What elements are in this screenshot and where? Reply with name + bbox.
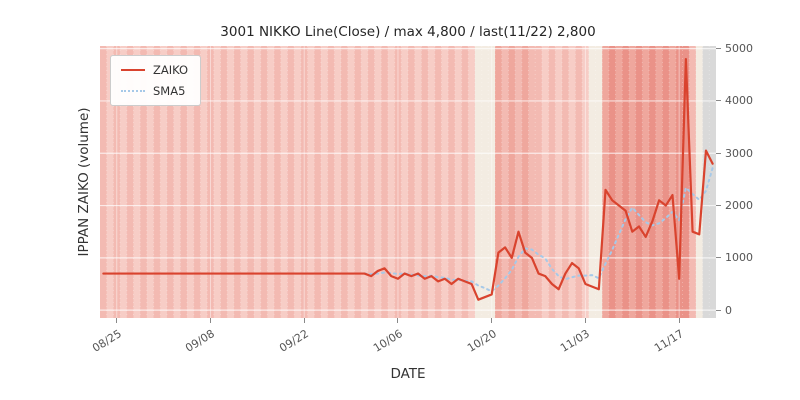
- background-bands: [100, 46, 717, 318]
- x-tick-label: 10/20: [464, 327, 499, 355]
- y-tick-mark: [716, 48, 721, 50]
- legend: ZAIKO SMA5: [110, 55, 202, 106]
- x-tick-mark: [584, 318, 586, 323]
- x-tick-label: 11/17: [652, 327, 687, 355]
- y-axis-label: IPPAN ZAIKO (volume): [76, 107, 92, 257]
- legend-label-sma5: SMA5: [153, 84, 186, 98]
- sma5-line-swatch: [121, 90, 145, 92]
- y-tick-mark: [716, 152, 721, 154]
- x-tick-label: 10/06: [371, 327, 405, 355]
- x-tick-mark: [491, 318, 493, 323]
- day-separators: [106, 46, 710, 318]
- legend-label-zaiko: ZAIKO: [153, 63, 189, 77]
- y-tick-label: 0: [725, 303, 732, 317]
- y-tick-mark: [716, 309, 721, 311]
- legend-entry-zaiko: ZAIKO: [121, 63, 188, 77]
- x-tick-mark: [116, 318, 118, 323]
- y-tick-mark: [716, 257, 721, 259]
- x-tick-mark: [303, 318, 305, 323]
- x-tick-label: 08/25: [89, 327, 124, 355]
- zaiko-line: [102, 57, 714, 301]
- x-tick-mark: [397, 318, 399, 323]
- x-axis-label: DATE: [390, 366, 426, 382]
- x-tick-label: 09/22: [277, 327, 312, 355]
- x-tick-label: 09/08: [183, 327, 218, 355]
- y-tick-label: 5000: [725, 42, 753, 56]
- plot-area: ZAIKO SMA5: [100, 46, 717, 318]
- plot-canvas: [100, 46, 717, 318]
- x-tick-label: 11/03: [558, 327, 593, 355]
- x-tick-mark: [678, 318, 680, 323]
- zaiko-line-swatch: [121, 69, 145, 71]
- y-tick-mark: [716, 100, 721, 102]
- y-tick-mark: [716, 205, 721, 207]
- y-tick-label: 3000: [725, 146, 753, 160]
- x-tick-mark: [209, 318, 211, 323]
- y-tick-label: 1000: [725, 251, 753, 265]
- y-tick-label: 4000: [725, 94, 753, 108]
- legend-entry-sma5: SMA5: [121, 84, 188, 98]
- chart-title: 3001 NIKKO Line(Close) / max 4,800 / las…: [220, 24, 596, 40]
- y-tick-label: 2000: [725, 199, 753, 213]
